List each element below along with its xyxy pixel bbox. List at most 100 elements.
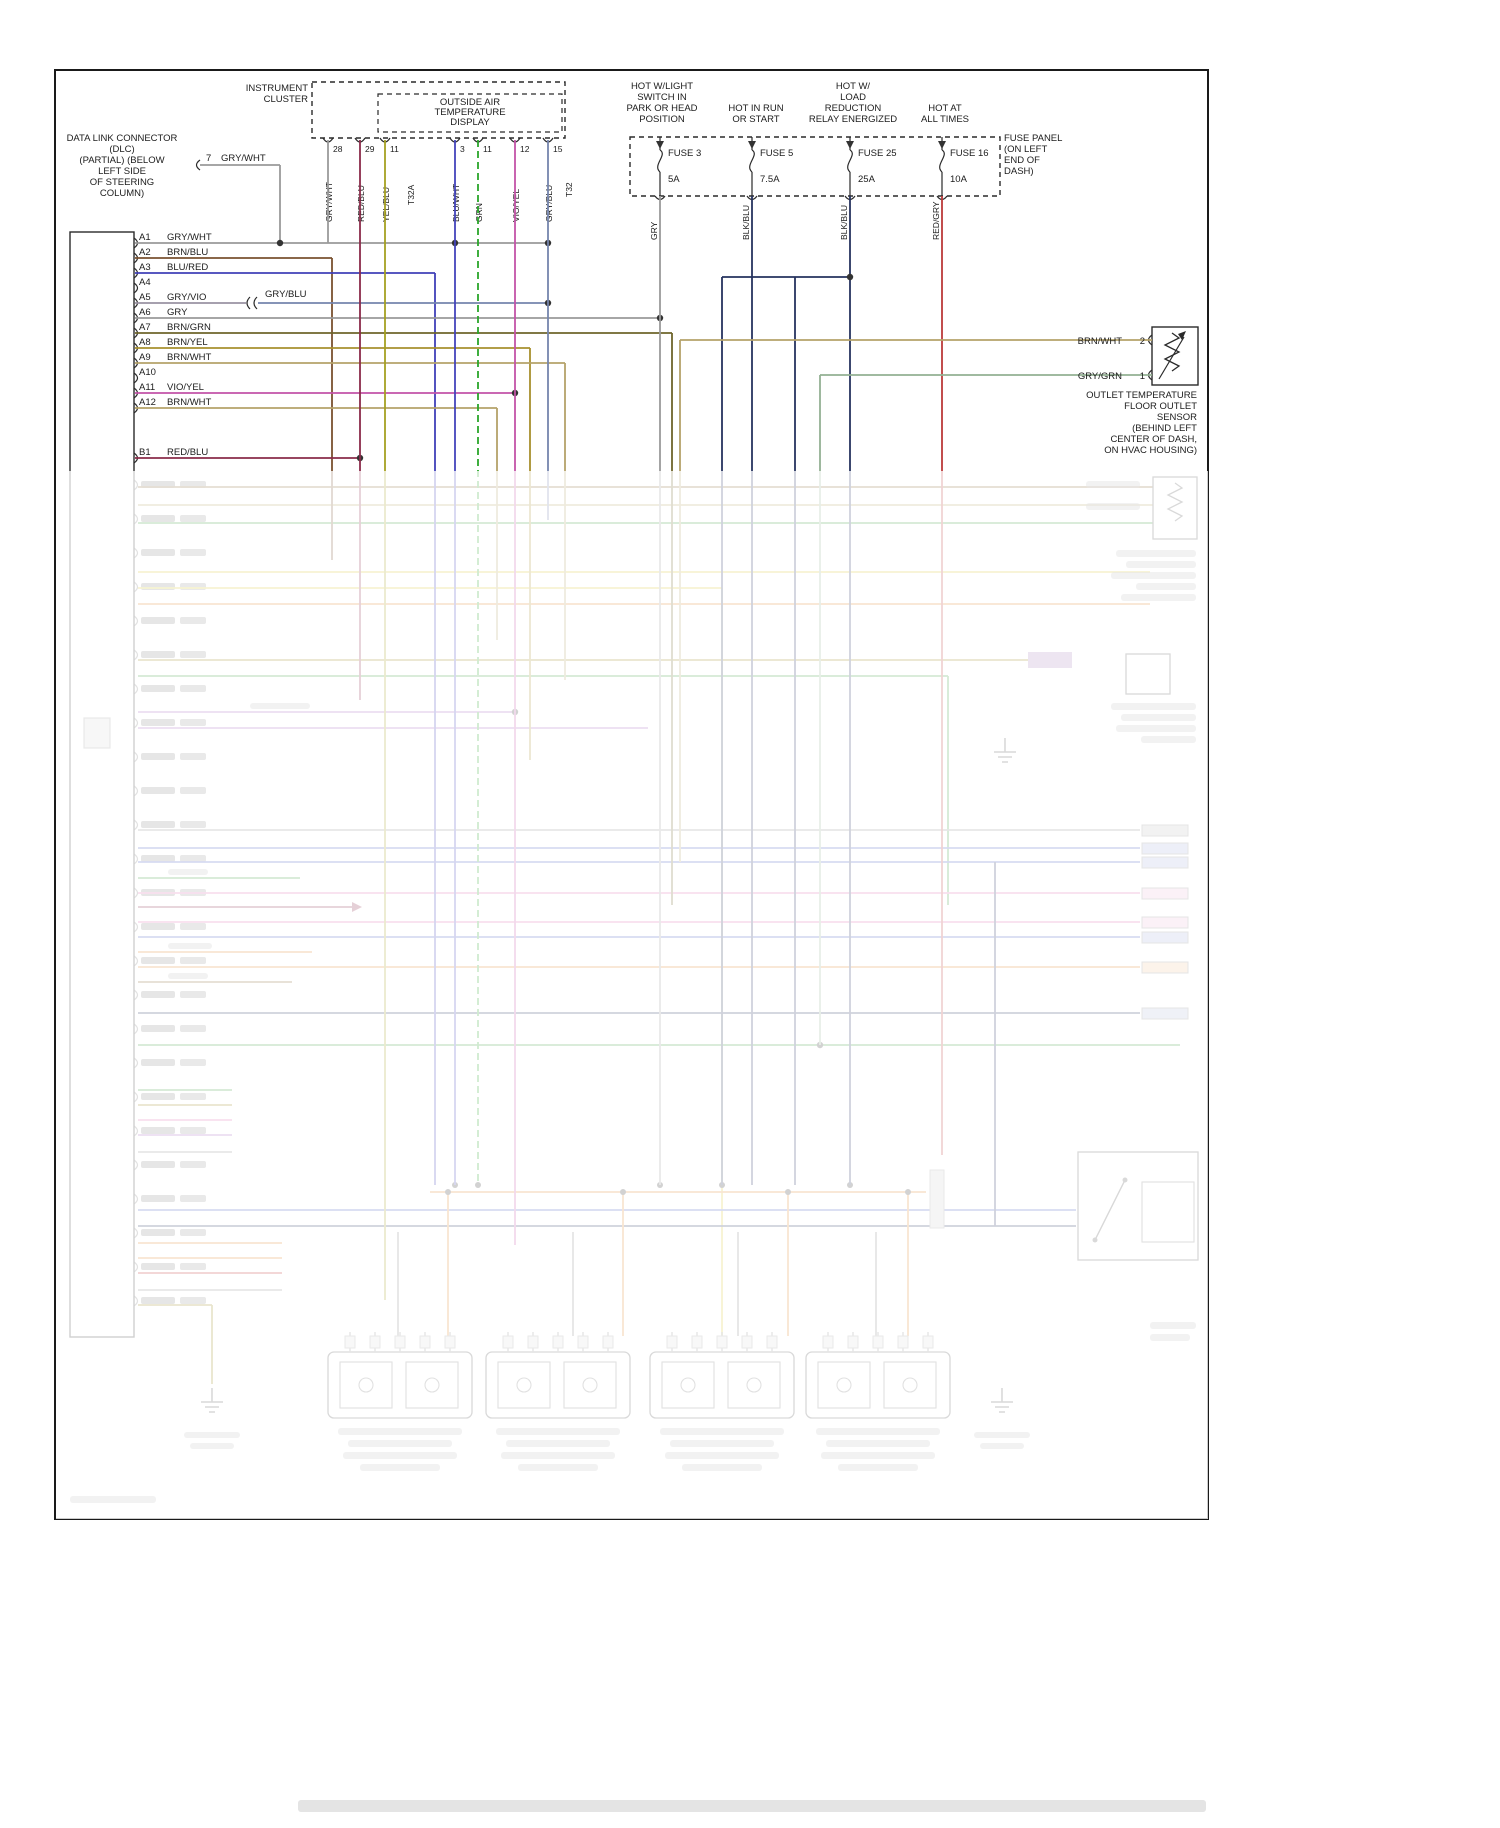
feed-header: HOT IN RUN <box>728 103 783 114</box>
fuse-name: FUSE 16 <box>950 148 989 159</box>
thermistor-arrow-icon <box>1158 336 1185 380</box>
feed-arrow-icon <box>748 141 756 149</box>
pin-id: A8 <box>139 337 151 348</box>
feed-header: REDUCTION <box>825 103 882 114</box>
fuse-amps: 10A <box>950 174 968 185</box>
pin-wire: VIO/YEL <box>167 382 204 393</box>
dlc-pin-labels: A1 GRY/WHT A2 BRN/BLU A3 BLU/RED A4 A5 GRY/V… <box>139 232 212 458</box>
fuse-amps: 25A <box>858 174 876 185</box>
sensor-pin-wire: BRN/WHT <box>1078 336 1123 347</box>
fuse-icon <box>657 149 663 173</box>
fuse-icon <box>847 149 853 173</box>
stub-pin: 7 <box>206 153 211 164</box>
panel-label-line: FUSE PANEL <box>1004 133 1062 144</box>
thermistor-icon <box>1163 332 1181 372</box>
pin-id: A6 <box>139 307 151 318</box>
fuse-panel-box <box>629 136 1001 197</box>
dlc-label-line: COLUMN) <box>100 188 144 199</box>
feed-header: OR START <box>732 114 779 125</box>
feed-header: POSITION <box>639 114 685 125</box>
footer-strip <box>298 1800 1206 1812</box>
dlc-label-line: DATA LINK CONNECTOR <box>67 133 178 144</box>
feed-header: LOAD <box>840 92 866 103</box>
dlc-label-line: (PARTIAL) (BELOW <box>79 155 164 166</box>
cluster-pin-wire: GRY/WHT <box>324 182 334 222</box>
panel-label-line: END OF <box>1004 155 1040 166</box>
pin-wire: BLU/RED <box>167 262 208 273</box>
connector-id: T32 <box>564 182 574 197</box>
feed-arrow-icon <box>656 141 664 149</box>
display-label-line: OUTSIDE AIR <box>440 97 500 108</box>
cluster-pin-wire: GRY/BLU <box>544 185 554 222</box>
display-label-line: TEMPERATURE <box>434 107 505 118</box>
cluster-pin-number: 15 <box>553 144 563 154</box>
feed-header: RELAY ENERGIZED <box>809 114 897 125</box>
fuse-name: FUSE 5 <box>760 148 793 159</box>
fuse-icon <box>939 149 945 173</box>
fuse-icon <box>749 149 755 173</box>
panel-label-line: DASH) <box>1004 166 1034 177</box>
dlc-label-line: (DLC) <box>109 144 134 155</box>
feed-header: HOT W/LIGHT <box>631 81 693 92</box>
pin-id: A3 <box>139 262 151 273</box>
pin-id: A10 <box>139 367 156 378</box>
connector-id: T32A <box>406 184 416 205</box>
sensor-label-line: ON HVAC HOUSING) <box>1104 445 1197 456</box>
cluster-box <box>311 81 566 139</box>
fade-overlay <box>56 471 1208 1519</box>
fuse-amps: 7.5A <box>760 174 780 185</box>
cluster-label-line: INSTRUMENT <box>246 83 308 94</box>
pin-id: A12 <box>139 397 156 408</box>
dlc-label-line: LEFT SIDE <box>98 166 146 177</box>
feed-wire-label: BLK/BLU <box>741 205 751 240</box>
thermistor-arrowhead-icon <box>1178 331 1186 340</box>
pin-wire: BRN/BLU <box>167 247 208 258</box>
cluster-pin-number: 28 <box>333 144 343 154</box>
dlc-label: DATA LINK CONNECTOR (DLC) (PARTIAL) (BEL… <box>67 133 178 199</box>
cluster-pin-number: 12 <box>520 144 530 154</box>
pin-id: A2 <box>139 247 151 258</box>
fuse-name: FUSE 3 <box>668 148 701 159</box>
sensor-box <box>1151 326 1199 386</box>
pin-id: A9 <box>139 352 151 363</box>
feed-arrow-icon <box>938 141 946 149</box>
sensor-label-line: SENSOR <box>1157 412 1197 423</box>
feed-header: HOT AT <box>928 103 962 114</box>
display-label-line: DISPLAY <box>450 117 490 128</box>
fuse-name: FUSE 25 <box>858 148 897 159</box>
pin-id: A4 <box>139 277 151 288</box>
stub-wire: GRY/WHT <box>221 153 266 164</box>
sensor-label-line: CENTER OF DASH, <box>1110 434 1197 445</box>
splice-icon <box>246 296 258 310</box>
pin-id: A5 <box>139 292 151 303</box>
pin-wire: BRN/WHT <box>167 397 212 408</box>
pin-wire: GRY/VIO <box>167 292 206 303</box>
feed-arrow-icon <box>846 141 854 149</box>
feed-wire-label: GRY <box>649 221 659 240</box>
wire-stub-gry-wht <box>200 164 281 243</box>
cluster-pin-wire: BLU/WHT <box>451 184 461 222</box>
splice-label: GRY/BLU <box>265 289 307 300</box>
feed-wire-label: RED/GRY <box>931 201 941 240</box>
sensor-pin-wire: GRY/GRN <box>1078 371 1122 382</box>
cluster-pin-wire: YEL/BLU <box>381 187 391 222</box>
sensor-pin-number: 2 <box>1140 336 1145 347</box>
sensor-label-line: (BEHIND LEFT <box>1132 423 1197 434</box>
pin-wire: GRY/WHT <box>167 232 212 243</box>
pin-wire: BRN/WHT <box>167 352 212 363</box>
pin-wire: BRN/YEL <box>167 337 208 348</box>
cluster-pin-wire: GRN <box>474 203 484 222</box>
feed-header: ALL TIMES <box>921 114 969 125</box>
cluster-pin-wire: RED/BLU <box>356 185 366 222</box>
display-box <box>377 93 563 133</box>
cluster-pin-number: 29 <box>365 144 375 154</box>
pin-id: A11 <box>139 382 155 393</box>
pin-id: B1 <box>139 447 151 458</box>
feed-header: HOT W/ <box>836 81 870 92</box>
cluster-label-line: CLUSTER <box>264 94 308 105</box>
pin-wire: RED/BLU <box>167 447 208 458</box>
cluster-pin-wire: VIO/YEL <box>511 189 521 222</box>
pin-wire: GRY <box>167 307 188 318</box>
